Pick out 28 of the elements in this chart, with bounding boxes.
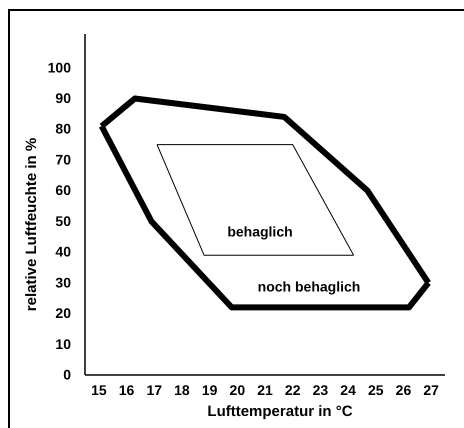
x-tick-label: 17 <box>146 382 162 398</box>
x-tick-label: 25 <box>368 382 384 398</box>
y-tick-label: 0 <box>63 366 72 382</box>
x-tick-label: 26 <box>396 382 412 398</box>
x-tick-label: 20 <box>230 382 246 398</box>
y-tick-label: 30 <box>55 274 72 290</box>
y-tick-label: 50 <box>55 212 72 229</box>
x-tick-label: 15 <box>91 382 107 398</box>
x-tick-label: 22 <box>284 382 301 398</box>
x-axis-title: Lufttemperatur in °C <box>207 403 353 420</box>
x-tick-label: 16 <box>118 382 135 398</box>
annotation: behaglich <box>227 224 293 240</box>
y-tick-label: 80 <box>55 120 72 137</box>
x-tick-label: 24 <box>340 382 356 398</box>
y-tick-label: 90 <box>55 90 72 106</box>
x-tick-label: 21 <box>257 382 273 398</box>
y-tick-label: 100 <box>48 59 72 76</box>
y-axis-title: relative Luftfeuchte in % <box>23 138 40 312</box>
y-tick-label: 10 <box>55 336 72 352</box>
y-tick-label: 60 <box>55 182 72 198</box>
y-tick-label: 20 <box>55 305 72 322</box>
y-tick-label: 70 <box>55 151 72 168</box>
x-tick-label: 18 <box>174 382 190 398</box>
y-tick-label: 40 <box>55 244 72 260</box>
x-tick-label: 23 <box>312 382 328 398</box>
x-tick-label: 19 <box>202 382 218 398</box>
annotation: noch behaglich <box>258 278 360 295</box>
x-tick-label: 27 <box>423 382 440 398</box>
